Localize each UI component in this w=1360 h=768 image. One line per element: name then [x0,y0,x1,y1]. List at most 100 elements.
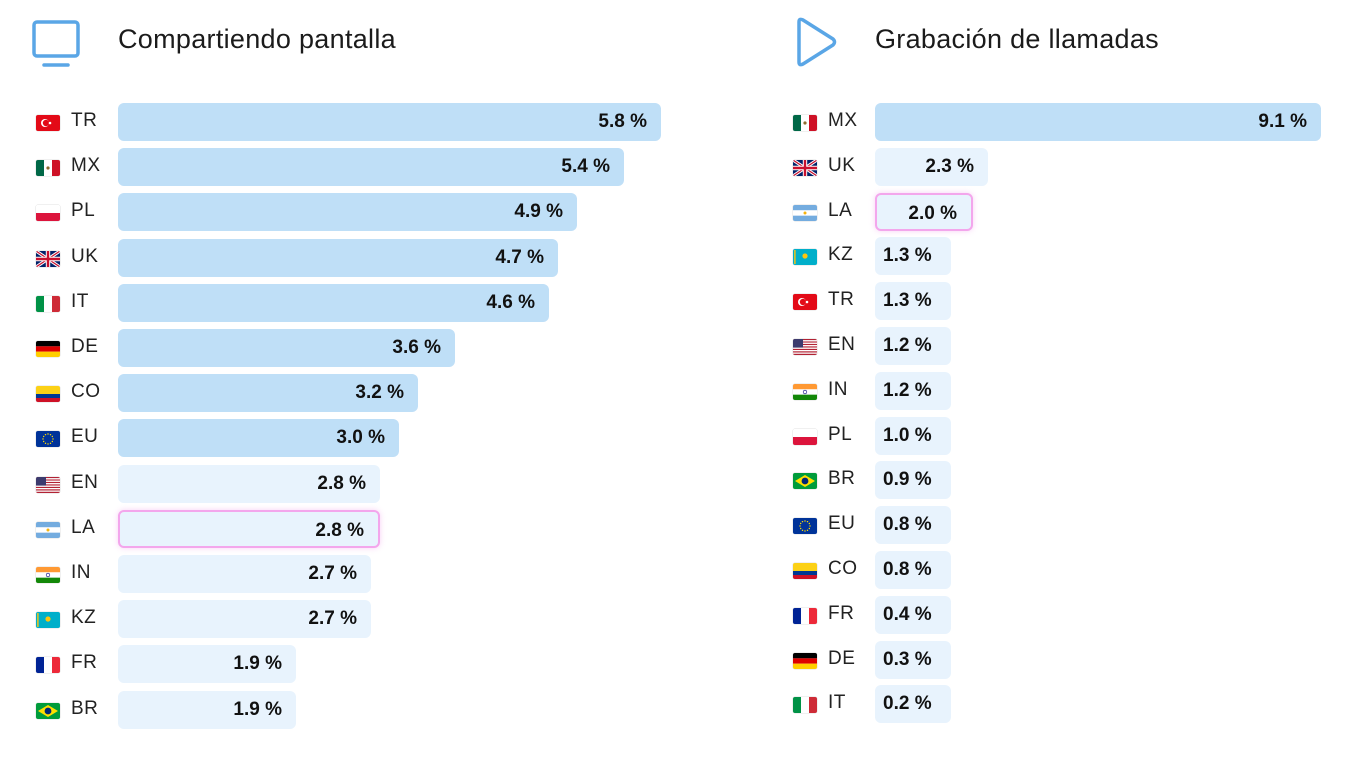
flag-eu-icon [793,518,817,534]
flag-kz-icon [36,612,60,628]
category-label: LA [828,200,853,221]
value-label: 0.8 % [883,559,932,580]
category-label: KZ [71,607,97,628]
bar-row-uk: UK 2.3 % [757,148,1357,186]
flag-it-icon [793,697,817,713]
bar-row-mx: MX 9.1 % [757,103,1357,141]
category-label: TR [828,289,855,310]
bar-row-en: EN 2.8 % [0,465,600,503]
category-label: IT [71,291,89,312]
bar-row-eu: EU 0.8 % [757,506,1357,544]
play-icon [797,17,837,67]
category-label: LA [71,517,96,538]
bar-row-de: DE 3.6 % [0,329,600,367]
category-label: IN [71,562,91,583]
bar-la: 2.8 % [118,510,380,548]
bar-fr: 1.9 % [118,645,296,683]
bar-kz: 1.3 % [875,237,951,275]
value-label: 2.7 % [308,608,357,629]
screen-sharing-panel: Compartiendo pantalla TR 5.8 % MX 5.4 % PL 4.… [0,0,661,768]
value-label: 0.2 % [883,693,932,714]
bar-de: 0.3 % [875,641,951,679]
bar-fr: 0.4 % [875,596,951,634]
category-label: IT [828,692,846,713]
bar-row-br: BR 1.9 % [0,691,600,729]
category-label: MX [71,155,101,176]
flag-en-icon [36,477,60,493]
bar-co: 0.8 % [875,551,951,589]
bar-pl: 1.0 % [875,417,951,455]
bar-row-fr: FR 1.9 % [0,645,600,683]
flag-eu-icon [36,431,60,447]
call-recording-panel: Grabación de llamadas MX 9.1 % UK 2.3 % LA 2.… [757,0,1357,768]
bar-row-en: EN 1.2 % [757,327,1357,365]
bar-row-la: LA 2.8 % [0,510,600,548]
category-label: EN [71,472,99,493]
call-recording-bars: MX 9.1 % UK 2.3 % LA 2.0 % KZ 1.3 % TR 1.3 % EN 1.2… [757,0,1357,768]
bar-it: 4.6 % [118,284,549,322]
value-label: 3.0 % [336,427,385,448]
value-label: 9.1 % [1258,111,1307,132]
screen-sharing-header: Compartiendo pantalla [32,14,592,70]
category-label: EU [828,513,856,534]
value-label: 1.2 % [883,335,932,356]
bar-row-in: IN 2.7 % [0,555,600,593]
bar-kz: 2.7 % [118,600,371,638]
screen-sharing-title: Compartiendo pantalla [118,24,396,54]
bar-pl: 4.9 % [118,193,577,231]
value-label: 1.2 % [883,380,932,401]
flag-in-icon [793,384,817,400]
screen-sharing-bars: TR 5.8 % MX 5.4 % PL 4.9 % UK 4.7 % IT 4.6 % DE 3.6… [0,0,661,768]
bar-row-co: CO 3.2 % [0,374,600,412]
bar-row-tr: TR 1.3 % [757,282,1357,320]
value-label: 2.7 % [308,563,357,584]
flag-co-icon [793,563,817,579]
value-label: 0.4 % [883,604,932,625]
bar-de: 3.6 % [118,329,455,367]
value-label: 4.7 % [495,247,544,268]
flag-en-icon [793,339,817,355]
category-label: BR [828,468,856,489]
bar-en: 2.8 % [118,465,380,503]
category-label: DE [71,336,99,357]
bar-en: 1.2 % [875,327,951,365]
value-label: 0.8 % [883,514,932,535]
bar-tr: 5.8 % [118,103,661,141]
value-label: 2.8 % [317,473,366,494]
bar-row-la: LA 2.0 % [757,193,1357,231]
category-label: PL [828,424,853,445]
bar-mx: 5.4 % [118,148,624,186]
flag-br-icon [36,703,60,719]
flag-la-icon [793,205,817,221]
call-recording-title: Grabación de llamadas [875,24,1159,54]
value-label: 0.3 % [883,649,932,670]
category-label: DE [828,648,856,669]
bar-row-tr: TR 5.8 % [0,103,661,141]
bar-row-in: IN 1.2 % [757,372,1357,410]
flag-fr-icon [36,657,60,673]
bar-mx: 9.1 % [875,103,1321,141]
flag-pl-icon [36,205,60,221]
category-label: TR [71,110,98,131]
value-label: 4.9 % [514,201,563,222]
bar-row-co: CO 0.8 % [757,551,1357,589]
bar-in: 2.7 % [118,555,371,593]
category-label: CO [828,558,858,579]
flag-fr-icon [793,608,817,624]
category-label: FR [71,652,98,673]
flag-uk-icon [793,160,817,176]
flag-de-icon [36,341,60,357]
bar-row-br: BR 0.9 % [757,461,1357,499]
value-label: 5.8 % [598,111,647,132]
value-label: 3.2 % [355,382,404,403]
category-label: UK [71,246,99,267]
monitor-icon [32,20,80,67]
bar-tr: 1.3 % [875,282,951,320]
bar-row-fr: FR 0.4 % [757,596,1357,634]
category-label: PL [71,200,96,221]
bar-br: 0.9 % [875,461,951,499]
bar-uk: 4.7 % [118,239,558,277]
value-label: 1.3 % [883,245,932,266]
bar-co: 3.2 % [118,374,418,412]
bar-row-kz: KZ 1.3 % [757,237,1357,275]
